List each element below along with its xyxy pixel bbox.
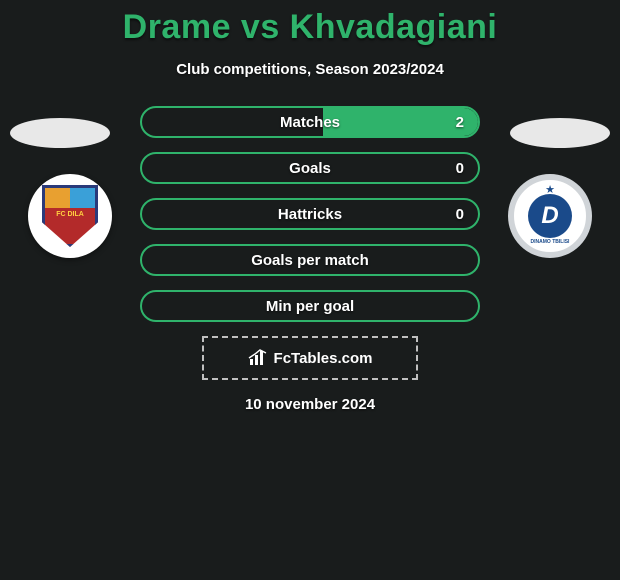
bar-value-right: 0 [456,160,464,177]
player-marker-left [10,118,110,148]
watermark: FcTables.com [202,336,418,380]
shield-icon: FC DILA [42,185,98,247]
bar-label: Min per goal [266,298,354,315]
stat-bar: Goals 0 [140,152,480,184]
bar-value-right: 0 [456,206,464,223]
watermark-text: FcTables.com [274,350,373,367]
bar-label: Matches [280,114,340,131]
bar-label: Goals [289,160,331,177]
dinamo-logo-icon: D [528,194,572,238]
star-icon: ★ [545,183,555,196]
stat-bar: Hattricks 0 [140,198,480,230]
page-title: Drame vs Khvadagiani [0,0,620,47]
stat-bars: Matches 2 Goals 0 Hattricks 0 Goals per match M… [140,106,480,322]
stat-bar: Goals per match [140,244,480,276]
chart-icon [248,349,268,367]
bar-label: Goals per match [251,252,369,269]
club-badge-left: FC DILA [20,174,120,258]
bar-value-right: 2 [456,114,464,131]
player-marker-right [510,118,610,148]
bar-label: Hattricks [278,206,342,223]
subtitle: Club competitions, Season 2023/2024 [0,61,620,78]
date-text: 10 november 2024 [0,396,620,413]
club-badge-right: ★ D DINAMO TBILISI [500,174,600,258]
stat-bar: Matches 2 [140,106,480,138]
stat-bar: Min per goal [140,290,480,322]
comparison-area: FC DILA ★ D DINAMO TBILISI Matches 2 Goals… [0,106,620,413]
